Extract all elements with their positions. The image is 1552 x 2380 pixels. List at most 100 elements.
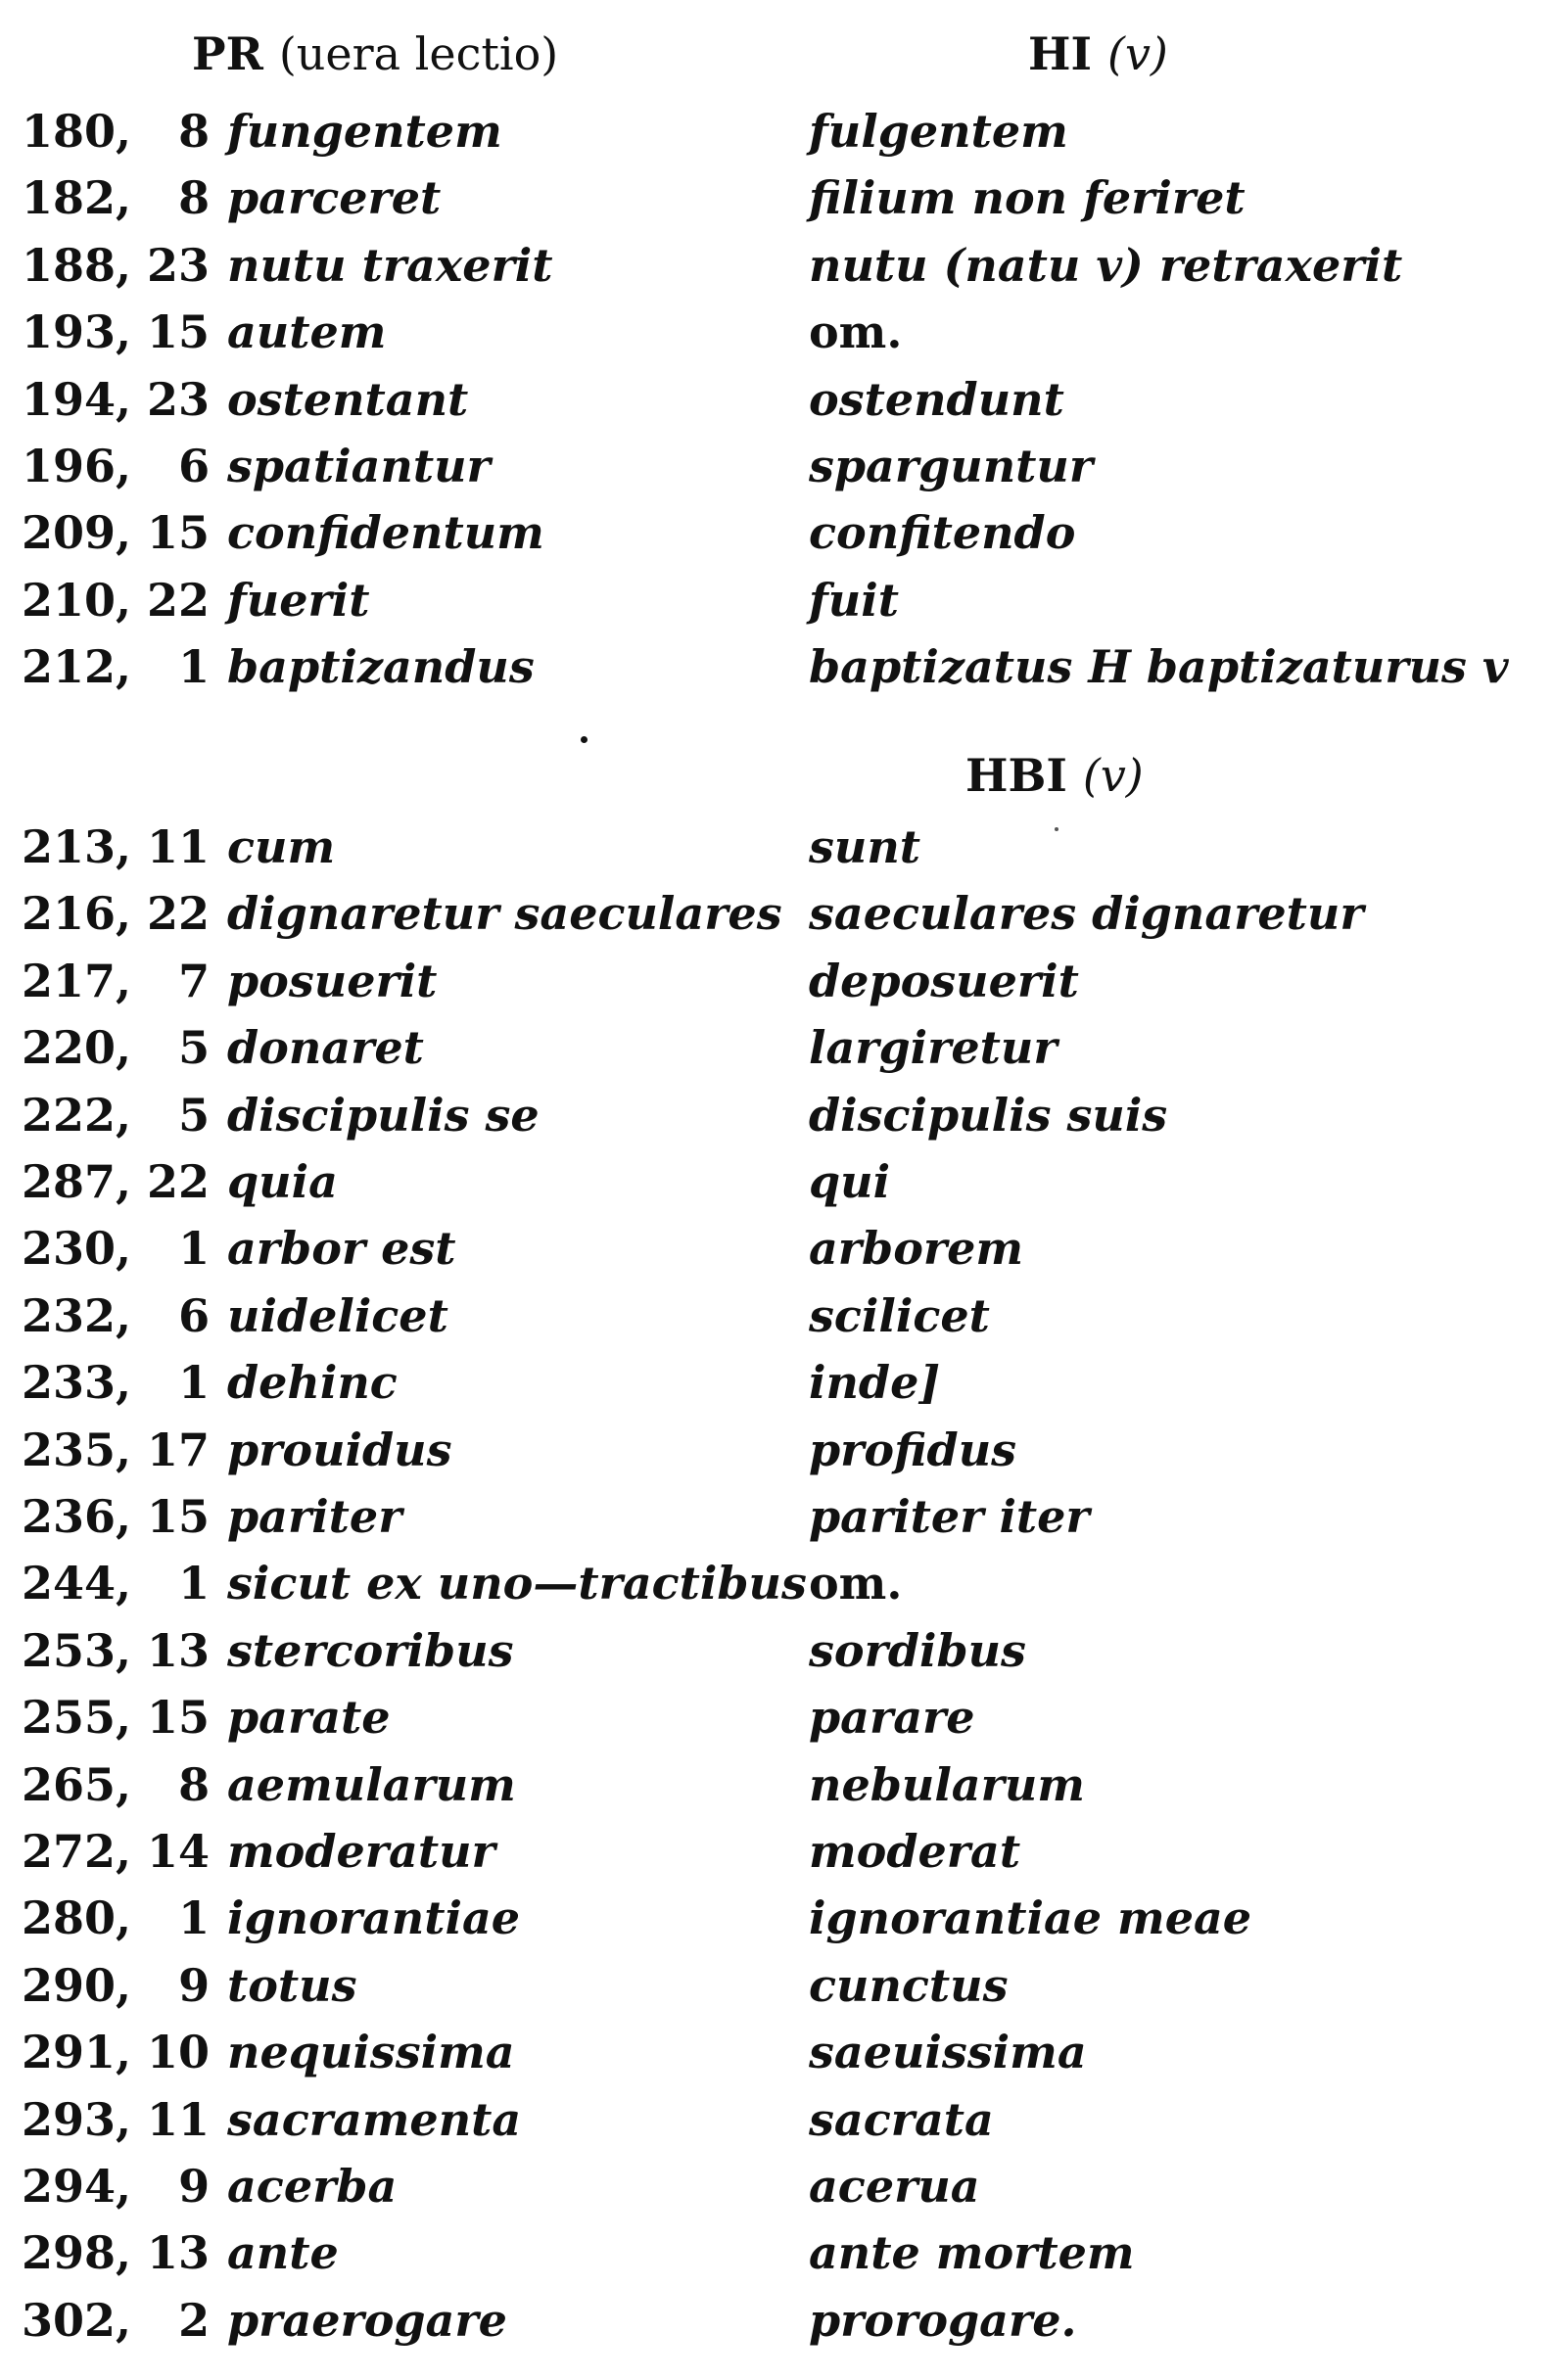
line-reference: 196, 6	[22, 440, 211, 492]
variant-reading: ignorantiae meae	[809, 1891, 1252, 1945]
variant-reading: filium non feriret	[809, 171, 1246, 225]
line-reference: 222, 5	[22, 1088, 211, 1142]
variant-reading: nutu (natu v) retraxerit	[809, 238, 1403, 292]
variant-reading: pariter iter	[809, 1490, 1090, 1543]
header-right-2-note: (v)	[1082, 749, 1144, 802]
line-reference: 230, 1	[22, 1222, 211, 1276]
variant-reading: arborem	[809, 1222, 1024, 1276]
variant-reading: prorogare.	[809, 2293, 1077, 2347]
true-reading: nutu traxerit	[227, 238, 553, 292]
collation-row: 230, 1 arbor est arborem	[0, 1222, 1552, 1288]
collation-row: 287, 22 quia qui	[0, 1155, 1552, 1222]
variant-reading: fuit	[809, 573, 899, 627]
true-reading: ignorantiae	[227, 1891, 521, 1945]
true-reading: dignaretur saeculares	[227, 887, 782, 941]
true-reading: prouidus	[227, 1423, 452, 1476]
variant-reading: sordibus	[809, 1623, 1026, 1677]
true-reading: acerba	[227, 2160, 398, 2213]
collation-row: 265, 8 aemularum nebularum	[0, 1758, 1552, 1825]
line-reference: 272, 14	[22, 1825, 211, 1878]
variant-reading: moderat	[809, 1825, 1021, 1878]
line-reference: 212, 1	[22, 640, 211, 694]
true-reading: sicut ex uno—tractibus	[227, 1557, 807, 1610]
collation-row: 180, 8 fungentem fulgentem	[0, 105, 1552, 171]
true-reading: uidelicet	[227, 1288, 448, 1342]
variant-reading: baptizatus H baptizaturus v	[809, 640, 1509, 694]
true-reading: sacramenta	[227, 2092, 522, 2146]
line-reference: 188, 23	[22, 238, 211, 292]
collation-row: 302, 2 praerogare prorogare.	[0, 2294, 1552, 2360]
line-reference: 244, 1	[22, 1557, 211, 1610]
line-reference: 194, 23	[22, 372, 211, 426]
variant-reading: discipulis suis	[809, 1088, 1168, 1142]
header-left-sigla: PR	[192, 27, 263, 80]
true-reading: ostentant	[227, 372, 469, 426]
collation-row: 209, 15 confidentum confitendo	[0, 506, 1552, 573]
collation-row: 220, 5 donaret largiretur	[0, 1021, 1552, 1088]
variant-reading: confitendo	[809, 506, 1076, 560]
collation-row: 294, 9 acerba acerua	[0, 2160, 1552, 2226]
line-reference: 220, 5	[22, 1021, 211, 1075]
header-right-1-note: (v)	[1107, 27, 1168, 80]
variant-reading: sparguntur	[809, 440, 1094, 492]
collation-row: 233, 1 dehinc inde]	[0, 1356, 1552, 1423]
true-reading: autem	[227, 305, 387, 359]
line-reference: 217, 7	[22, 954, 211, 1007]
variant-reading: parare	[809, 1691, 975, 1745]
collation-row: 194, 23 ostentant ostendunt	[0, 373, 1552, 440]
line-reference: 265, 8	[22, 1757, 211, 1811]
collation-row: 298, 13 ante ante mortem	[0, 2226, 1552, 2293]
collation-row: 290, 9 totus cunctus	[0, 1959, 1552, 2026]
variant-reading: profidus	[809, 1423, 1017, 1476]
true-reading: dehinc	[227, 1356, 398, 1410]
true-reading: arbor est	[227, 1222, 456, 1276]
variant-reading: nebularum	[809, 1757, 1085, 1811]
collation-row: 182, 8 parceret filium non feriret	[0, 171, 1552, 238]
variant-reading: scilicet	[809, 1288, 990, 1342]
true-reading: parceret	[227, 171, 442, 225]
collation-row: 222, 5 discipulis se discipulis suis	[0, 1089, 1552, 1155]
variant-reading: acerua	[809, 2160, 980, 2213]
true-reading: posuerit	[227, 954, 438, 1007]
collation-row: 213, 11 cum sunt	[0, 820, 1552, 887]
true-reading: parate	[227, 1691, 391, 1745]
stray-dot-small	[1055, 827, 1058, 831]
line-reference: 291, 10	[22, 2026, 211, 2079]
collation-row: 236, 15 pariter pariter iter	[0, 1490, 1552, 1557]
line-reference: 180, 8	[22, 105, 211, 158]
variant-reading: qui	[809, 1155, 891, 1208]
collation-row: 216, 22 dignaretur saeculares saeculares d…	[0, 887, 1552, 954]
collation-row: 253, 13 stercoribus sordibus	[0, 1624, 1552, 1691]
header-left-note: (uera lectio)	[278, 27, 559, 80]
line-reference: 280, 1	[22, 1891, 211, 1945]
line-reference: 298, 13	[22, 2226, 211, 2280]
variant-reading: ante mortem	[809, 2226, 1135, 2280]
line-reference: 216, 22	[22, 887, 211, 941]
header-left: PR (uera lectio)	[192, 27, 558, 80]
variant-reading: saeuissima	[809, 2026, 1087, 2079]
line-reference: 213, 11	[22, 820, 211, 873]
line-reference: 253, 13	[22, 1623, 211, 1677]
variant-reading: saeculares dignaretur	[809, 887, 1364, 941]
line-reference: 209, 15	[22, 506, 211, 560]
true-reading: spatiantur	[227, 440, 491, 492]
variant-reading: om.	[809, 305, 903, 359]
variant-reading: fulgentem	[809, 105, 1068, 158]
collation-row: 210, 22 fuerit fuit	[0, 574, 1552, 640]
variant-reading: inde]	[809, 1356, 941, 1410]
collation-row: 232, 6 uidelicet scilicet	[0, 1289, 1552, 1356]
true-reading: totus	[227, 1958, 357, 2012]
true-reading: stercoribus	[227, 1623, 514, 1677]
header-right-1: HI (v)	[1028, 27, 1168, 80]
line-reference: 182, 8	[22, 171, 211, 225]
collation-row: 188, 23 nutu traxerit nutu (natu v) retrax…	[0, 239, 1552, 305]
true-reading: fungentem	[227, 105, 502, 158]
stray-dot	[581, 736, 588, 743]
variant-reading: ostendunt	[809, 372, 1064, 426]
variant-reading: cunctus	[809, 1958, 1009, 2012]
line-reference: 293, 11	[22, 2092, 211, 2146]
true-reading: quia	[227, 1155, 338, 1208]
collation-row: 280, 1 ignorantiae ignorantiae meae	[0, 1891, 1552, 1958]
collation-row: 255, 15 parate parare	[0, 1691, 1552, 1757]
